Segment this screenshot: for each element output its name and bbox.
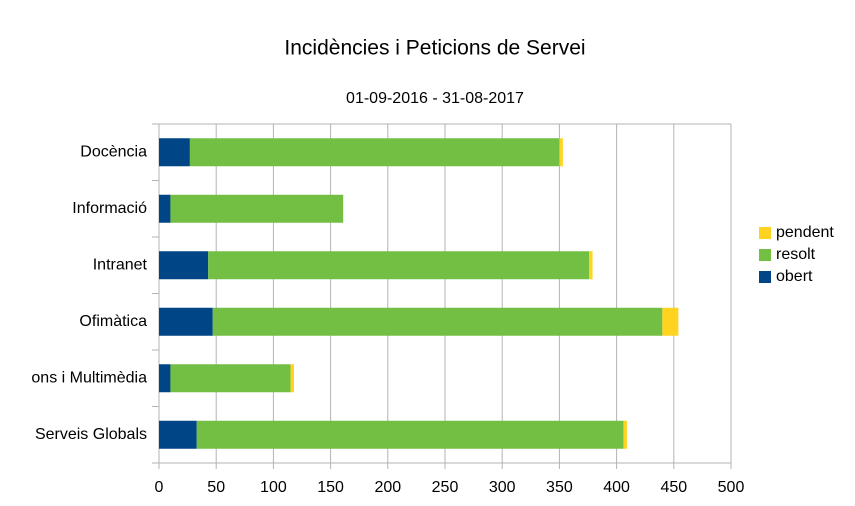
x-tick-label: 350 <box>546 479 573 496</box>
bar-segment <box>559 138 563 167</box>
x-tick-label: 300 <box>489 479 516 496</box>
x-tick-label: 400 <box>603 479 630 496</box>
legend-swatch <box>759 227 771 239</box>
bar-segment <box>170 194 344 223</box>
bar-segment <box>589 251 593 280</box>
x-tick-label: 100 <box>260 479 287 496</box>
y-tick-label: Ofimàtica <box>79 313 147 330</box>
bar-segment <box>623 420 627 449</box>
bar-segment <box>189 138 560 167</box>
x-tick-label: 200 <box>374 479 401 496</box>
x-tick-label: 150 <box>317 479 344 496</box>
bar-segment <box>290 364 294 393</box>
legend-label: pendent <box>776 224 834 241</box>
bar-segment <box>159 364 171 393</box>
legend-label: obert <box>776 268 813 285</box>
y-tick-label: Serveis Globals <box>35 426 147 443</box>
y-tick-label: Intranet <box>93 256 148 273</box>
x-tick-label: 250 <box>432 479 459 496</box>
legend-swatch <box>759 249 771 261</box>
chart-title: Incidències i Peticions de Servei <box>284 37 585 60</box>
y-tick-label: ons i Multimèdia <box>31 369 147 386</box>
bar-segment <box>159 138 190 167</box>
bar-segment <box>159 251 209 280</box>
x-tick-label: 50 <box>207 479 225 496</box>
bar-segment <box>159 194 171 223</box>
bar-segment <box>170 364 291 393</box>
x-tick-label: 0 <box>155 479 164 496</box>
legend-label: resolt <box>776 246 816 263</box>
bar-segment <box>159 420 197 449</box>
bar-segment <box>159 307 213 336</box>
chart-subtitle: 01-09-2016 - 31-08-2017 <box>346 90 524 107</box>
x-tick-label: 450 <box>660 479 687 496</box>
y-tick-label: Docència <box>80 143 147 160</box>
y-tick-label: Informació <box>72 200 147 217</box>
bar-segment <box>662 307 679 336</box>
x-tick-label: 500 <box>718 479 745 496</box>
legend-swatch <box>759 271 771 283</box>
bar-segment <box>212 307 663 336</box>
bar-segment <box>208 251 590 280</box>
bar-segment <box>196 420 624 449</box>
